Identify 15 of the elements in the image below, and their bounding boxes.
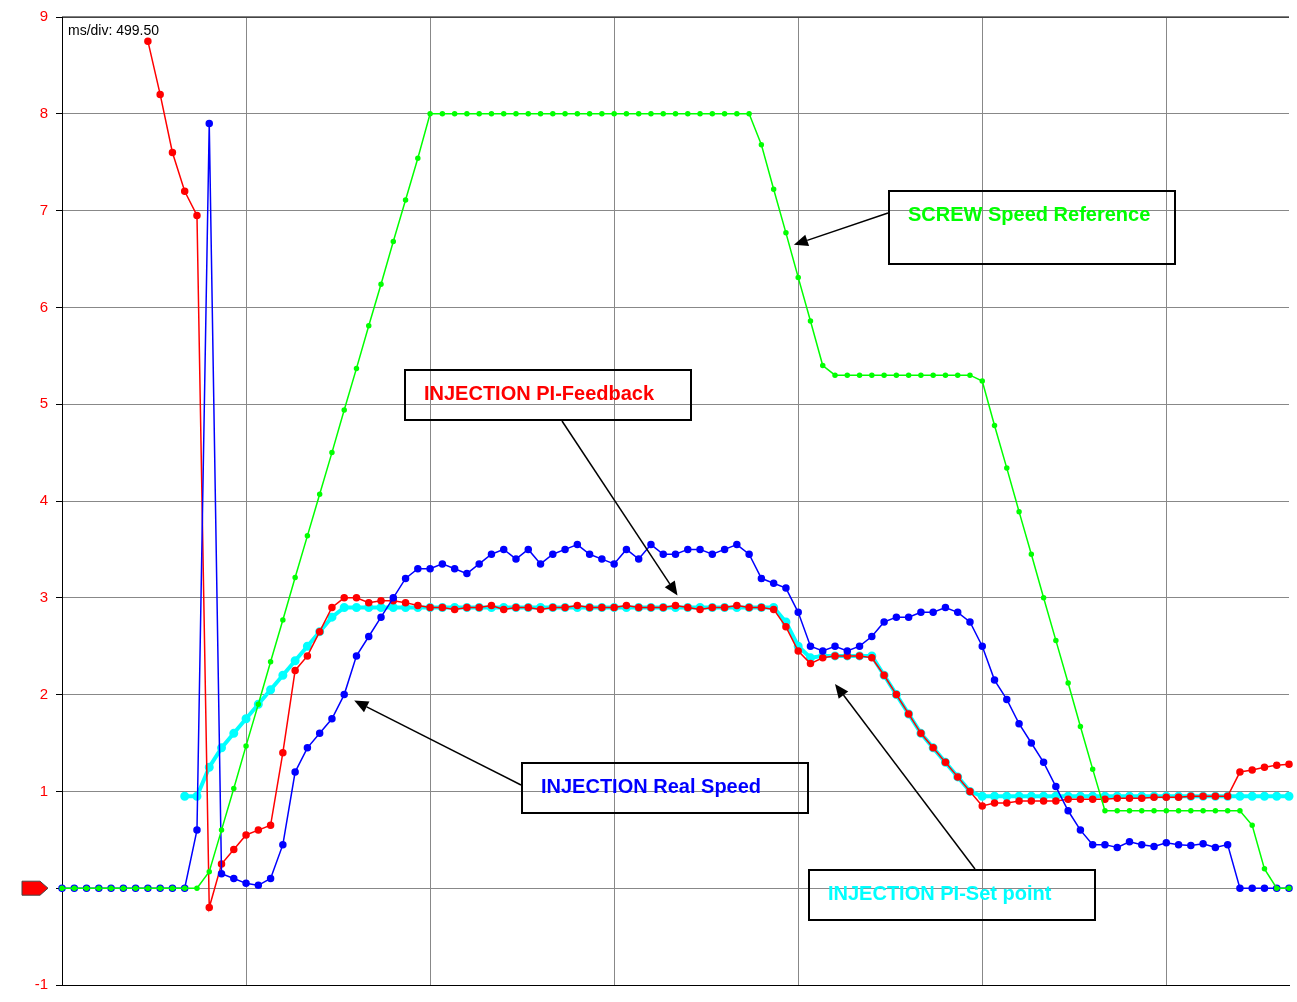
callout-box: INJECTION PI-Set point bbox=[808, 869, 1096, 921]
callout-box: INJECTION Real Speed bbox=[521, 762, 809, 814]
y-tick-label: -1 bbox=[34, 975, 48, 993]
annotation: ms/div: 499.50 bbox=[68, 22, 160, 38]
y-tick-label: 4 bbox=[39, 491, 48, 509]
callout-box: SCREW Speed Reference bbox=[888, 190, 1176, 265]
callout-box: INJECTION PI-Feedback bbox=[404, 369, 692, 421]
y-tick-label: 1 bbox=[39, 781, 48, 799]
y-tick-label: 8 bbox=[39, 103, 48, 121]
y-tick-label: 3 bbox=[39, 587, 48, 605]
y-tick-label: 5 bbox=[39, 394, 48, 412]
y-tick-label: 7 bbox=[39, 200, 48, 218]
y-tick-label: 6 bbox=[39, 297, 48, 315]
y-tick-label: 9 bbox=[39, 7, 48, 25]
y-tick-label: 2 bbox=[39, 684, 48, 702]
